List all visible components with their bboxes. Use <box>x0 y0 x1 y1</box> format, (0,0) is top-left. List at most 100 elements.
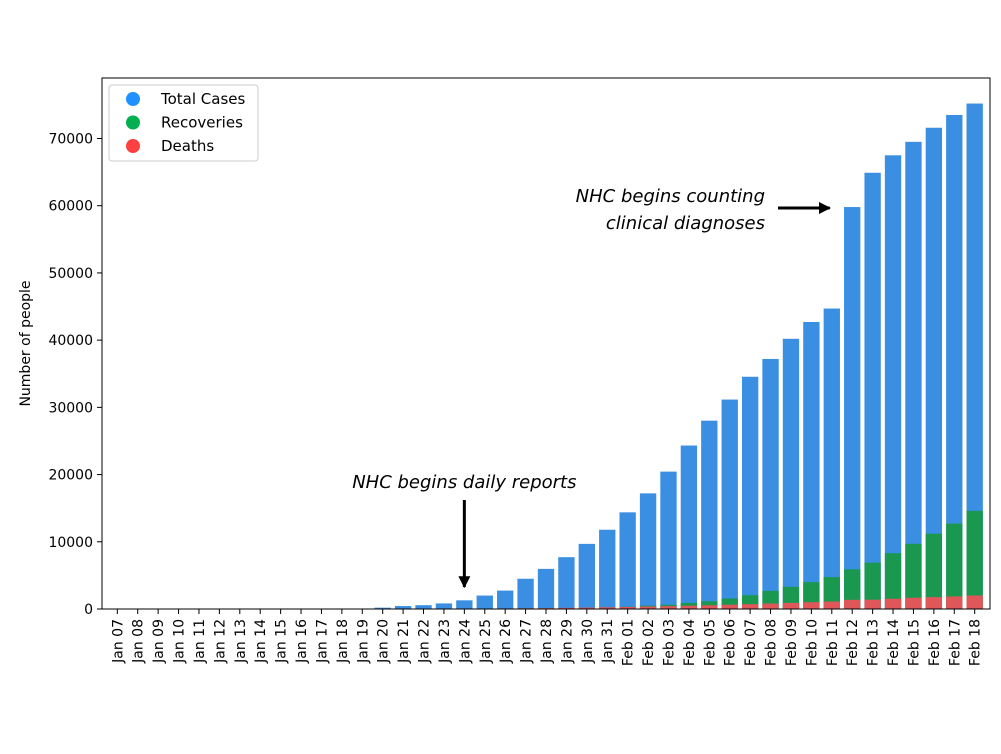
y-tick-label: 20000 <box>48 468 93 484</box>
x-tick-label: Feb 09 <box>784 619 800 666</box>
x-tick-label: Jan 14 <box>253 619 269 664</box>
bar-total-cases <box>599 530 615 609</box>
bar-recoveries <box>946 524 962 609</box>
x-tick-label: Jan 16 <box>294 619 310 664</box>
legend-label-total-cases: Total Cases <box>160 90 246 108</box>
bar-total-cases <box>660 472 676 609</box>
annotation-clinical-diagnoses: NHC begins counting <box>576 186 765 207</box>
bar-total-cases <box>517 579 533 609</box>
x-tick-label: Jan 26 <box>498 619 514 664</box>
x-tick-label: Jan 20 <box>376 619 392 664</box>
x-tick-label: Feb 10 <box>804 619 820 666</box>
bar-deaths <box>844 600 860 609</box>
x-tick-label: Jan 13 <box>233 619 249 664</box>
x-tick-label: Jan 09 <box>151 619 167 664</box>
bar-deaths <box>701 605 717 609</box>
bar-total-cases <box>579 544 595 609</box>
bar-deaths <box>824 602 840 609</box>
x-tick-label: Feb 02 <box>641 619 657 666</box>
x-tick-label: Jan 21 <box>396 619 412 664</box>
annotation-clinical-diagnoses: clinical diagnoses <box>606 213 765 234</box>
bar-total-cases <box>701 421 717 609</box>
bar-total-cases <box>477 596 493 609</box>
bar-total-cases <box>415 605 431 609</box>
x-tick-label: Feb 14 <box>886 619 902 666</box>
x-tick-label: Feb 08 <box>764 619 780 666</box>
x-tick-label: Feb 05 <box>702 619 718 666</box>
bar-total-cases <box>619 512 635 609</box>
x-tick-label: Jan 11 <box>192 619 208 664</box>
legend-marker-total-cases <box>126 92 140 106</box>
x-tick-label: Jan 31 <box>600 619 616 664</box>
x-tick-label: Jan 30 <box>580 619 596 664</box>
x-tick-label: Feb 16 <box>927 619 943 666</box>
annotation-daily-reports: NHC begins daily reports <box>352 472 576 493</box>
bar-total-cases <box>803 322 819 609</box>
x-tick-label: Jan 24 <box>457 619 473 664</box>
bar-total-cases <box>824 309 840 609</box>
x-tick-label: Jan 19 <box>355 619 371 664</box>
bar-deaths <box>722 605 738 609</box>
bar-deaths <box>885 599 901 609</box>
x-tick-label: Feb 03 <box>661 619 677 666</box>
x-tick-label: Feb 13 <box>866 619 882 666</box>
y-tick-label: 70000 <box>48 131 93 147</box>
bar-deaths <box>905 598 921 609</box>
x-tick-label: Feb 12 <box>845 619 861 666</box>
x-tick-label: Jan 27 <box>519 619 535 664</box>
y-tick-label: 10000 <box>48 535 93 551</box>
y-tick-label: 50000 <box>48 266 93 282</box>
legend-marker-recoveries <box>126 116 140 130</box>
x-tick-label: Jan 25 <box>478 619 494 664</box>
y-tick-label: 0 <box>84 602 93 618</box>
x-tick-label: Jan 29 <box>559 619 575 664</box>
bar-deaths <box>946 596 962 609</box>
bar-total-cases <box>864 173 880 609</box>
x-tick-label: Jan 22 <box>417 619 433 664</box>
bar-total-cases <box>762 359 778 609</box>
bar-recoveries <box>967 511 983 609</box>
legend-label-recoveries: Recoveries <box>161 114 243 132</box>
bar-total-cases <box>456 600 472 609</box>
bar-deaths <box>803 602 819 609</box>
x-tick-label: Feb 18 <box>968 619 984 666</box>
bar-deaths <box>864 600 880 609</box>
x-tick-label: Jan 15 <box>274 619 290 664</box>
bar-total-cases <box>558 557 574 609</box>
x-tick-label: Jan 28 <box>539 619 555 664</box>
bar-total-cases <box>436 603 452 609</box>
bar-total-cases <box>905 142 921 609</box>
y-tick-label: 30000 <box>48 400 93 416</box>
bar-total-cases <box>844 207 860 609</box>
bar-deaths <box>742 604 758 609</box>
bar-total-cases <box>742 377 758 609</box>
legend-label-deaths: Deaths <box>161 137 214 155</box>
x-tick-label: Feb 04 <box>682 619 698 666</box>
bar-total-cases <box>885 155 901 609</box>
x-tick-label: Feb 17 <box>947 619 963 666</box>
x-tick-label: Jan 12 <box>212 619 228 664</box>
bar-total-cases <box>538 569 554 609</box>
bar-deaths <box>926 597 942 609</box>
y-tick-label: 60000 <box>48 199 93 215</box>
x-tick-label: Feb 15 <box>906 619 922 666</box>
bar-total-cases <box>681 446 697 609</box>
legend-marker-deaths <box>126 139 140 153</box>
bar-deaths <box>783 603 799 609</box>
x-tick-label: Feb 11 <box>825 619 841 666</box>
x-tick-label: Jan 07 <box>110 619 126 664</box>
bar-total-cases <box>640 493 656 609</box>
y-tick-label: 40000 <box>48 333 93 349</box>
bar-deaths <box>967 596 983 609</box>
x-tick-label: Jan 23 <box>437 619 453 664</box>
legend: Total Cases Recoveries Deaths <box>109 85 258 161</box>
bar-total-cases <box>497 591 513 609</box>
x-tick-label: Feb 07 <box>743 619 759 666</box>
x-tick-label: Jan 18 <box>335 619 351 664</box>
x-tick-label: Jan 17 <box>314 619 330 664</box>
bar-total-cases <box>722 400 738 609</box>
x-tick-label: Jan 08 <box>131 619 147 664</box>
bar-deaths <box>762 604 778 609</box>
x-tick-label: Feb 01 <box>621 619 637 666</box>
